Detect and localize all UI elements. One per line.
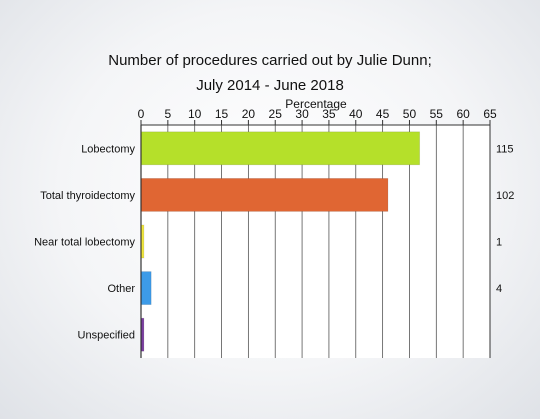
category-label: Total thyroidectomy <box>40 190 135 202</box>
x-tick-label: 65 <box>483 107 497 121</box>
count-label: 1 <box>496 237 502 249</box>
count-label: 115 <box>496 143 514 155</box>
x-tick-label: 40 <box>349 107 363 121</box>
x-tick-label: 60 <box>456 107 470 121</box>
chart-title-line-2: July 2014 - June 2018 <box>196 77 344 94</box>
x-tick-label: 10 <box>188 107 202 121</box>
category-label: Unspecified <box>78 330 135 342</box>
x-tick-label: 15 <box>215 107 229 121</box>
bar-total-thyroidectomy <box>141 177 389 212</box>
count-label: 4 <box>496 283 502 295</box>
bar-other <box>141 271 152 306</box>
bar-near-total-lobectomy <box>141 224 145 259</box>
category-label: Lobectomy <box>81 143 135 155</box>
x-axis-title: Percentage <box>285 97 347 111</box>
plot-area: 0 5 10 15 20 25 30 35 40 45 50 55 60 65 Lobectomy 115 To… <box>34 107 514 358</box>
chart-title-line-1: Number of procedures carried out by Juli… <box>108 52 432 69</box>
category-label: Other <box>107 283 135 295</box>
x-tick-label: 5 <box>165 107 172 121</box>
x-tick-label: 35 <box>322 107 336 121</box>
bar-unspecified <box>141 317 145 352</box>
x-tick-label: 25 <box>269 107 283 121</box>
x-tick-label: 30 <box>295 107 309 121</box>
count-label: 102 <box>496 190 514 202</box>
category-label: Near total lobectomy <box>34 237 135 249</box>
x-tick-label: 20 <box>242 107 256 121</box>
x-tick-label: 50 <box>403 107 417 121</box>
x-tick-label: 0 <box>138 107 145 121</box>
x-tick-label: 45 <box>376 107 390 121</box>
x-tick-label: 55 <box>430 107 444 121</box>
bar-lobectomy <box>141 131 421 166</box>
